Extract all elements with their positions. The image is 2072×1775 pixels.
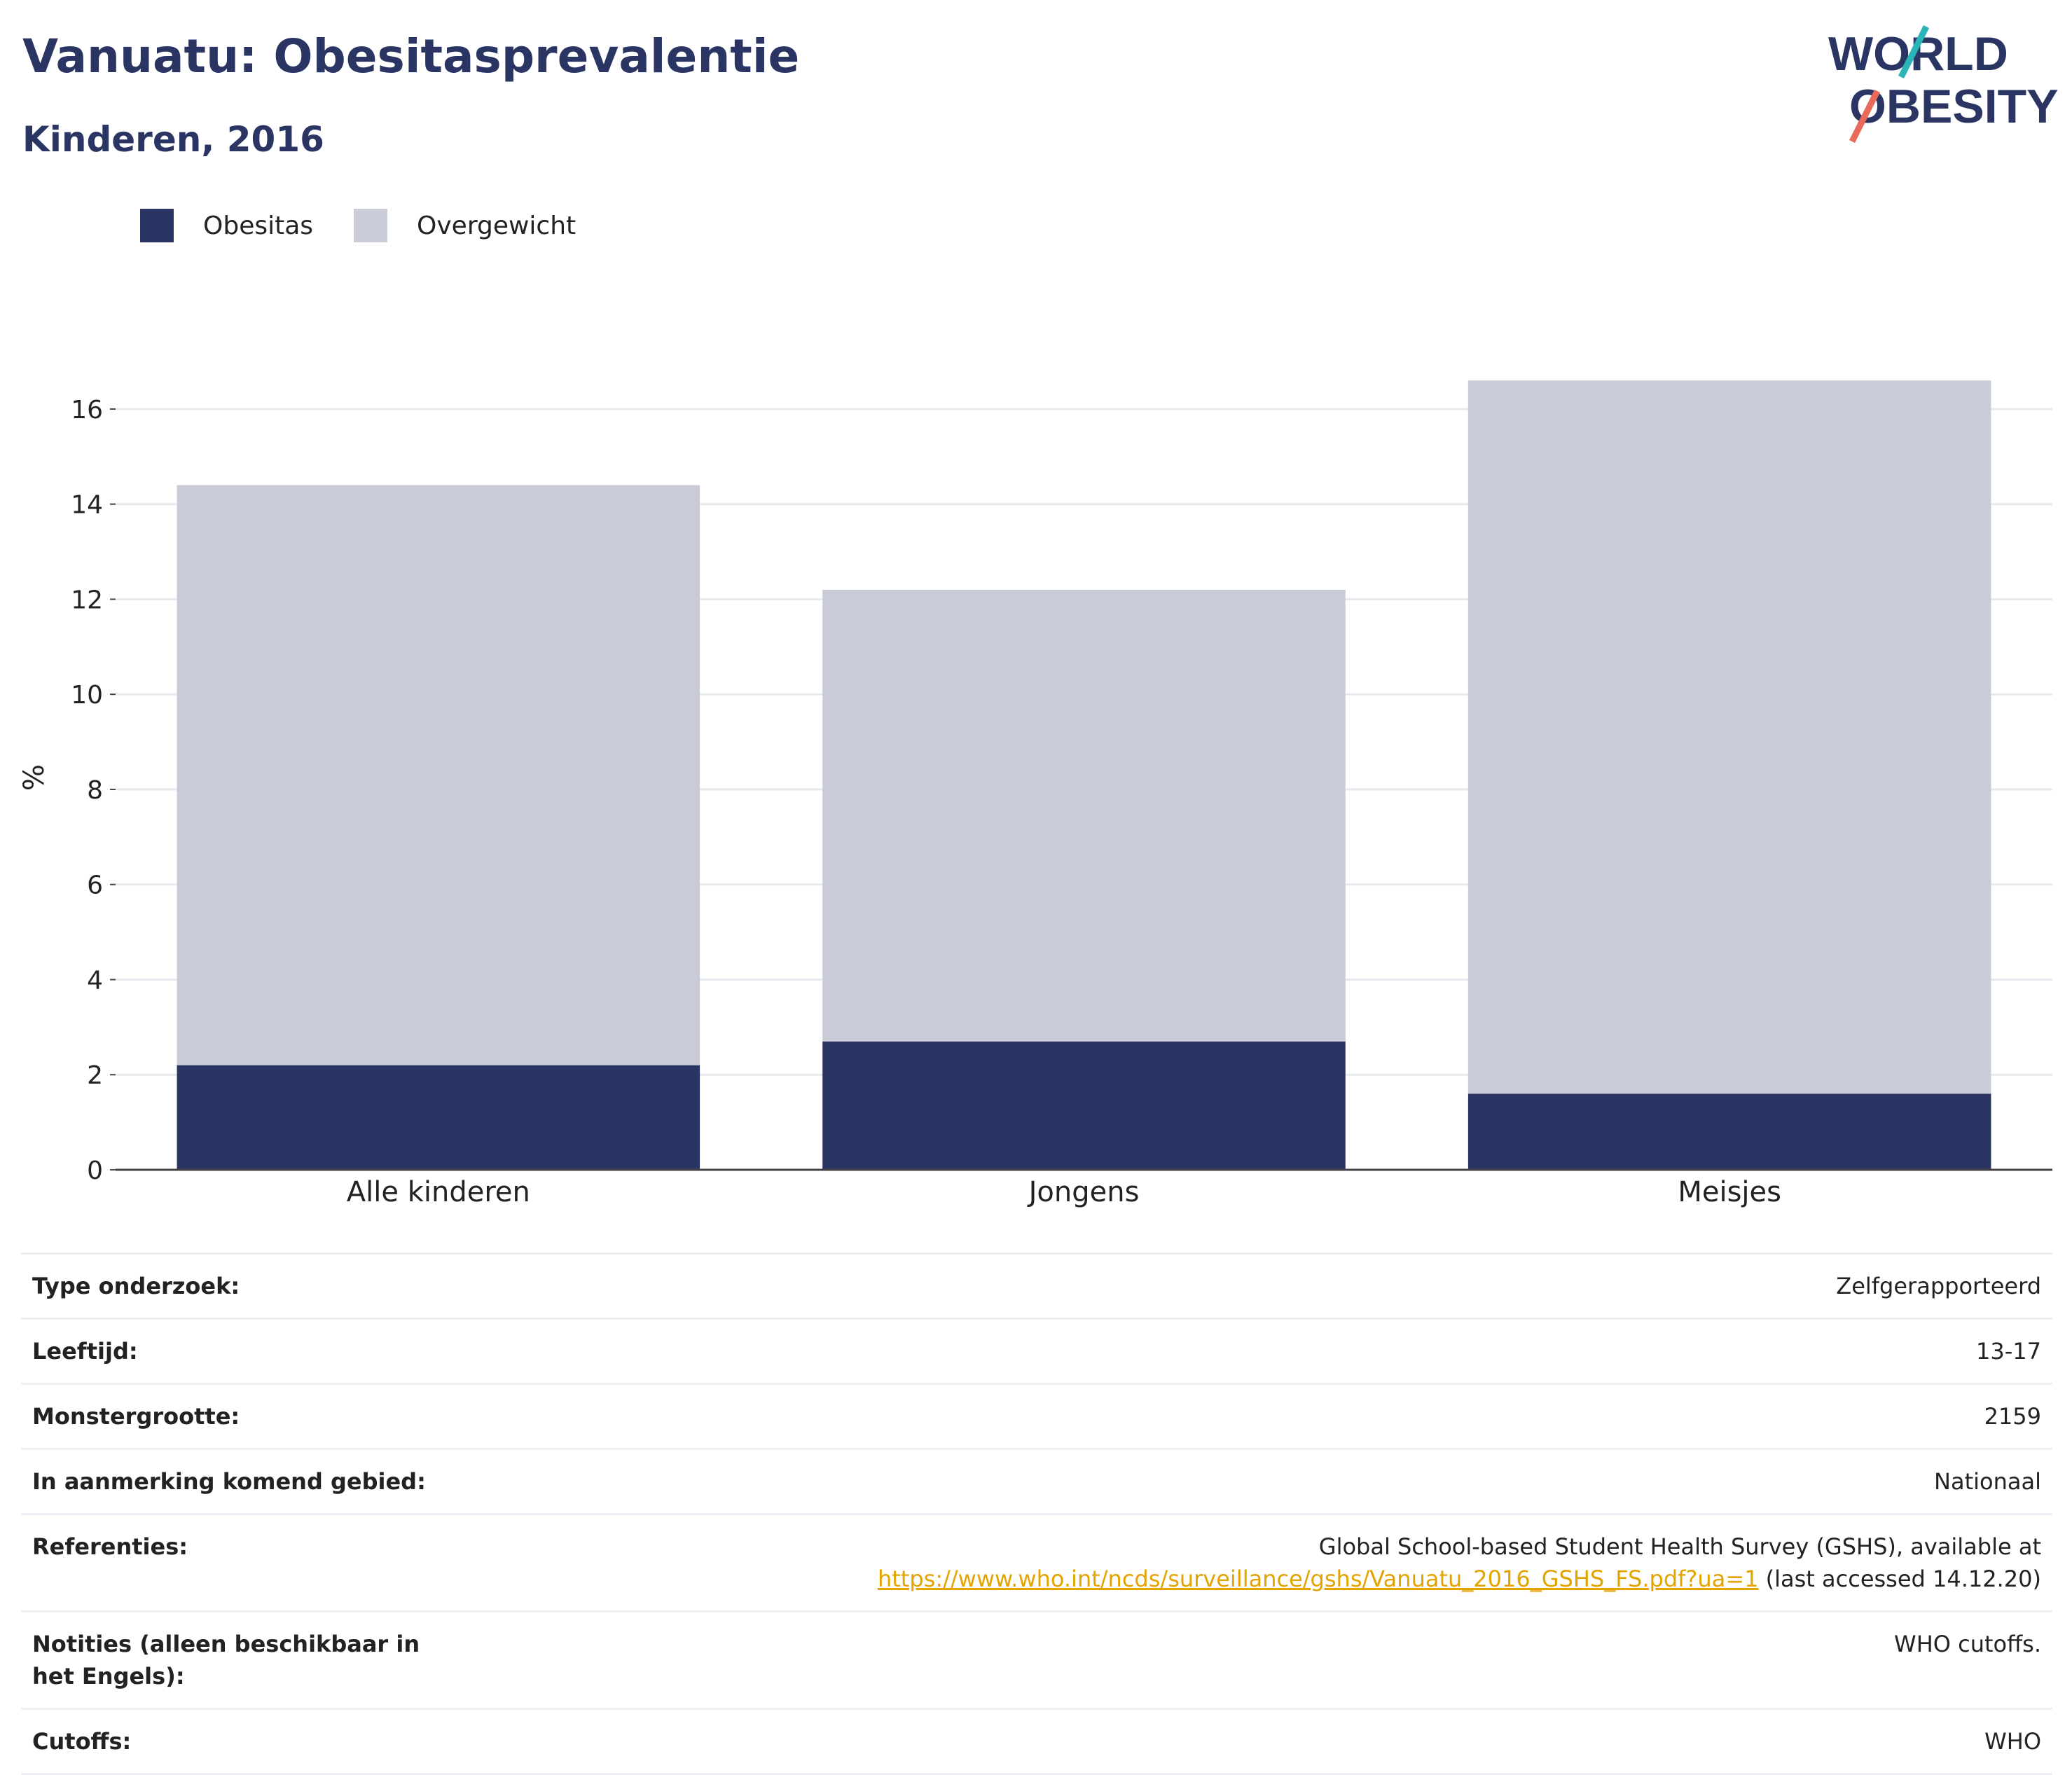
bar-overgewicht-1: [822, 589, 1346, 1042]
info-row-references: Referenties: Global School-based Student…: [21, 1513, 2052, 1610]
info-key: Monstergrootte:: [32, 1403, 240, 1430]
legend-label-obesitas: Obesitas: [203, 211, 314, 240]
svg-text:OBESITY: OBESITY: [1849, 80, 2059, 133]
x-tick-label: Jongens: [1027, 1176, 1140, 1208]
info-key: Referenties:: [32, 1533, 188, 1560]
legend-swatch-obesitas: [140, 209, 174, 242]
info-row-sample: Monstergrootte: 2159: [21, 1383, 2052, 1448]
reference-suffix: (last accessed 14.12.20): [1758, 1566, 2041, 1592]
svg-text:WORLD: WORLD: [1828, 27, 2008, 81]
reference-link[interactable]: https://www.who.int/ncds/surveillance/gs…: [877, 1566, 1759, 1592]
x-tick-label: Meisjes: [1678, 1176, 1781, 1208]
reference-text: Global School-based Student Health Surve…: [1318, 1533, 2041, 1560]
bar-obesitas-2: [1467, 1093, 1991, 1170]
y-tick-label: 10: [71, 681, 103, 710]
y-tick-label: 12: [71, 586, 103, 614]
y-tick-label: 8: [87, 776, 103, 805]
chart-legend: Obesitas Overgewicht: [140, 209, 616, 242]
bar-chart: 0 2 4 6 8 10 12 14 16% Alle kinderen Jongens Meisje…: [18, 380, 2052, 1208]
info-table: Type onderzoek: Zelfgerapporteerd Leefti…: [21, 1252, 2052, 1775]
info-row-area: In aanmerking komend gebied: Nationaal: [21, 1448, 2052, 1513]
y-tick-label: 16: [71, 396, 103, 424]
y-axis-label: %: [18, 764, 50, 791]
info-key: Leeftijd:: [32, 1338, 138, 1365]
info-value: WHO: [1984, 1728, 2041, 1755]
info-key: Type onderzoek:: [32, 1273, 240, 1299]
info-key: Cutoffs:: [32, 1728, 132, 1755]
page-subtitle: Kinderen, 2016: [22, 119, 324, 160]
info-key: Notities (alleen beschikbaar in het Enge…: [32, 1631, 420, 1690]
legend-item-overgewicht: Overgewicht: [354, 209, 576, 242]
y-tick-label: 2: [87, 1061, 103, 1090]
legend-swatch-overgewicht: [354, 209, 388, 242]
info-row-age: Leeftijd: 13-17: [21, 1318, 2052, 1383]
info-value: Zelfgerapporteerd: [1836, 1273, 2041, 1299]
page-title: Vanuatu: Obesitasprevalentie: [22, 29, 800, 83]
bar-obesitas-1: [822, 1041, 1346, 1170]
y-tick-label: 4: [87, 966, 103, 995]
bar-overgewicht-2: [1467, 380, 1991, 1094]
info-row-notes: Notities (alleen beschikbaar in het Enge…: [21, 1610, 2052, 1708]
legend-label-overgewicht: Overgewicht: [417, 211, 576, 240]
info-row-cutoffs: Cutoffs: WHO: [21, 1708, 2052, 1775]
info-value: Global School-based Student Health Surve…: [878, 1531, 2041, 1595]
legend-item-obesitas: Obesitas: [140, 209, 313, 242]
info-row-type: Type onderzoek: Zelfgerapporteerd: [21, 1252, 2052, 1318]
bar-obesitas-0: [177, 1065, 700, 1170]
bar-overgewicht-0: [177, 485, 700, 1065]
info-value: 2159: [1984, 1403, 2041, 1430]
info-key: In aanmerking komend gebied:: [32, 1468, 426, 1495]
info-value: WHO cutoffs.: [1894, 1631, 2041, 1657]
y-tick-label: 6: [87, 871, 103, 900]
info-value: 13-17: [1976, 1338, 2041, 1365]
info-value: Nationaal: [1934, 1468, 2041, 1495]
x-tick-label: Alle kinderen: [347, 1176, 530, 1208]
y-tick-label: 0: [87, 1156, 103, 1185]
world-obesity-logo: WORLD OBESITY: [1828, 25, 2059, 144]
y-tick-label: 14: [71, 491, 103, 520]
